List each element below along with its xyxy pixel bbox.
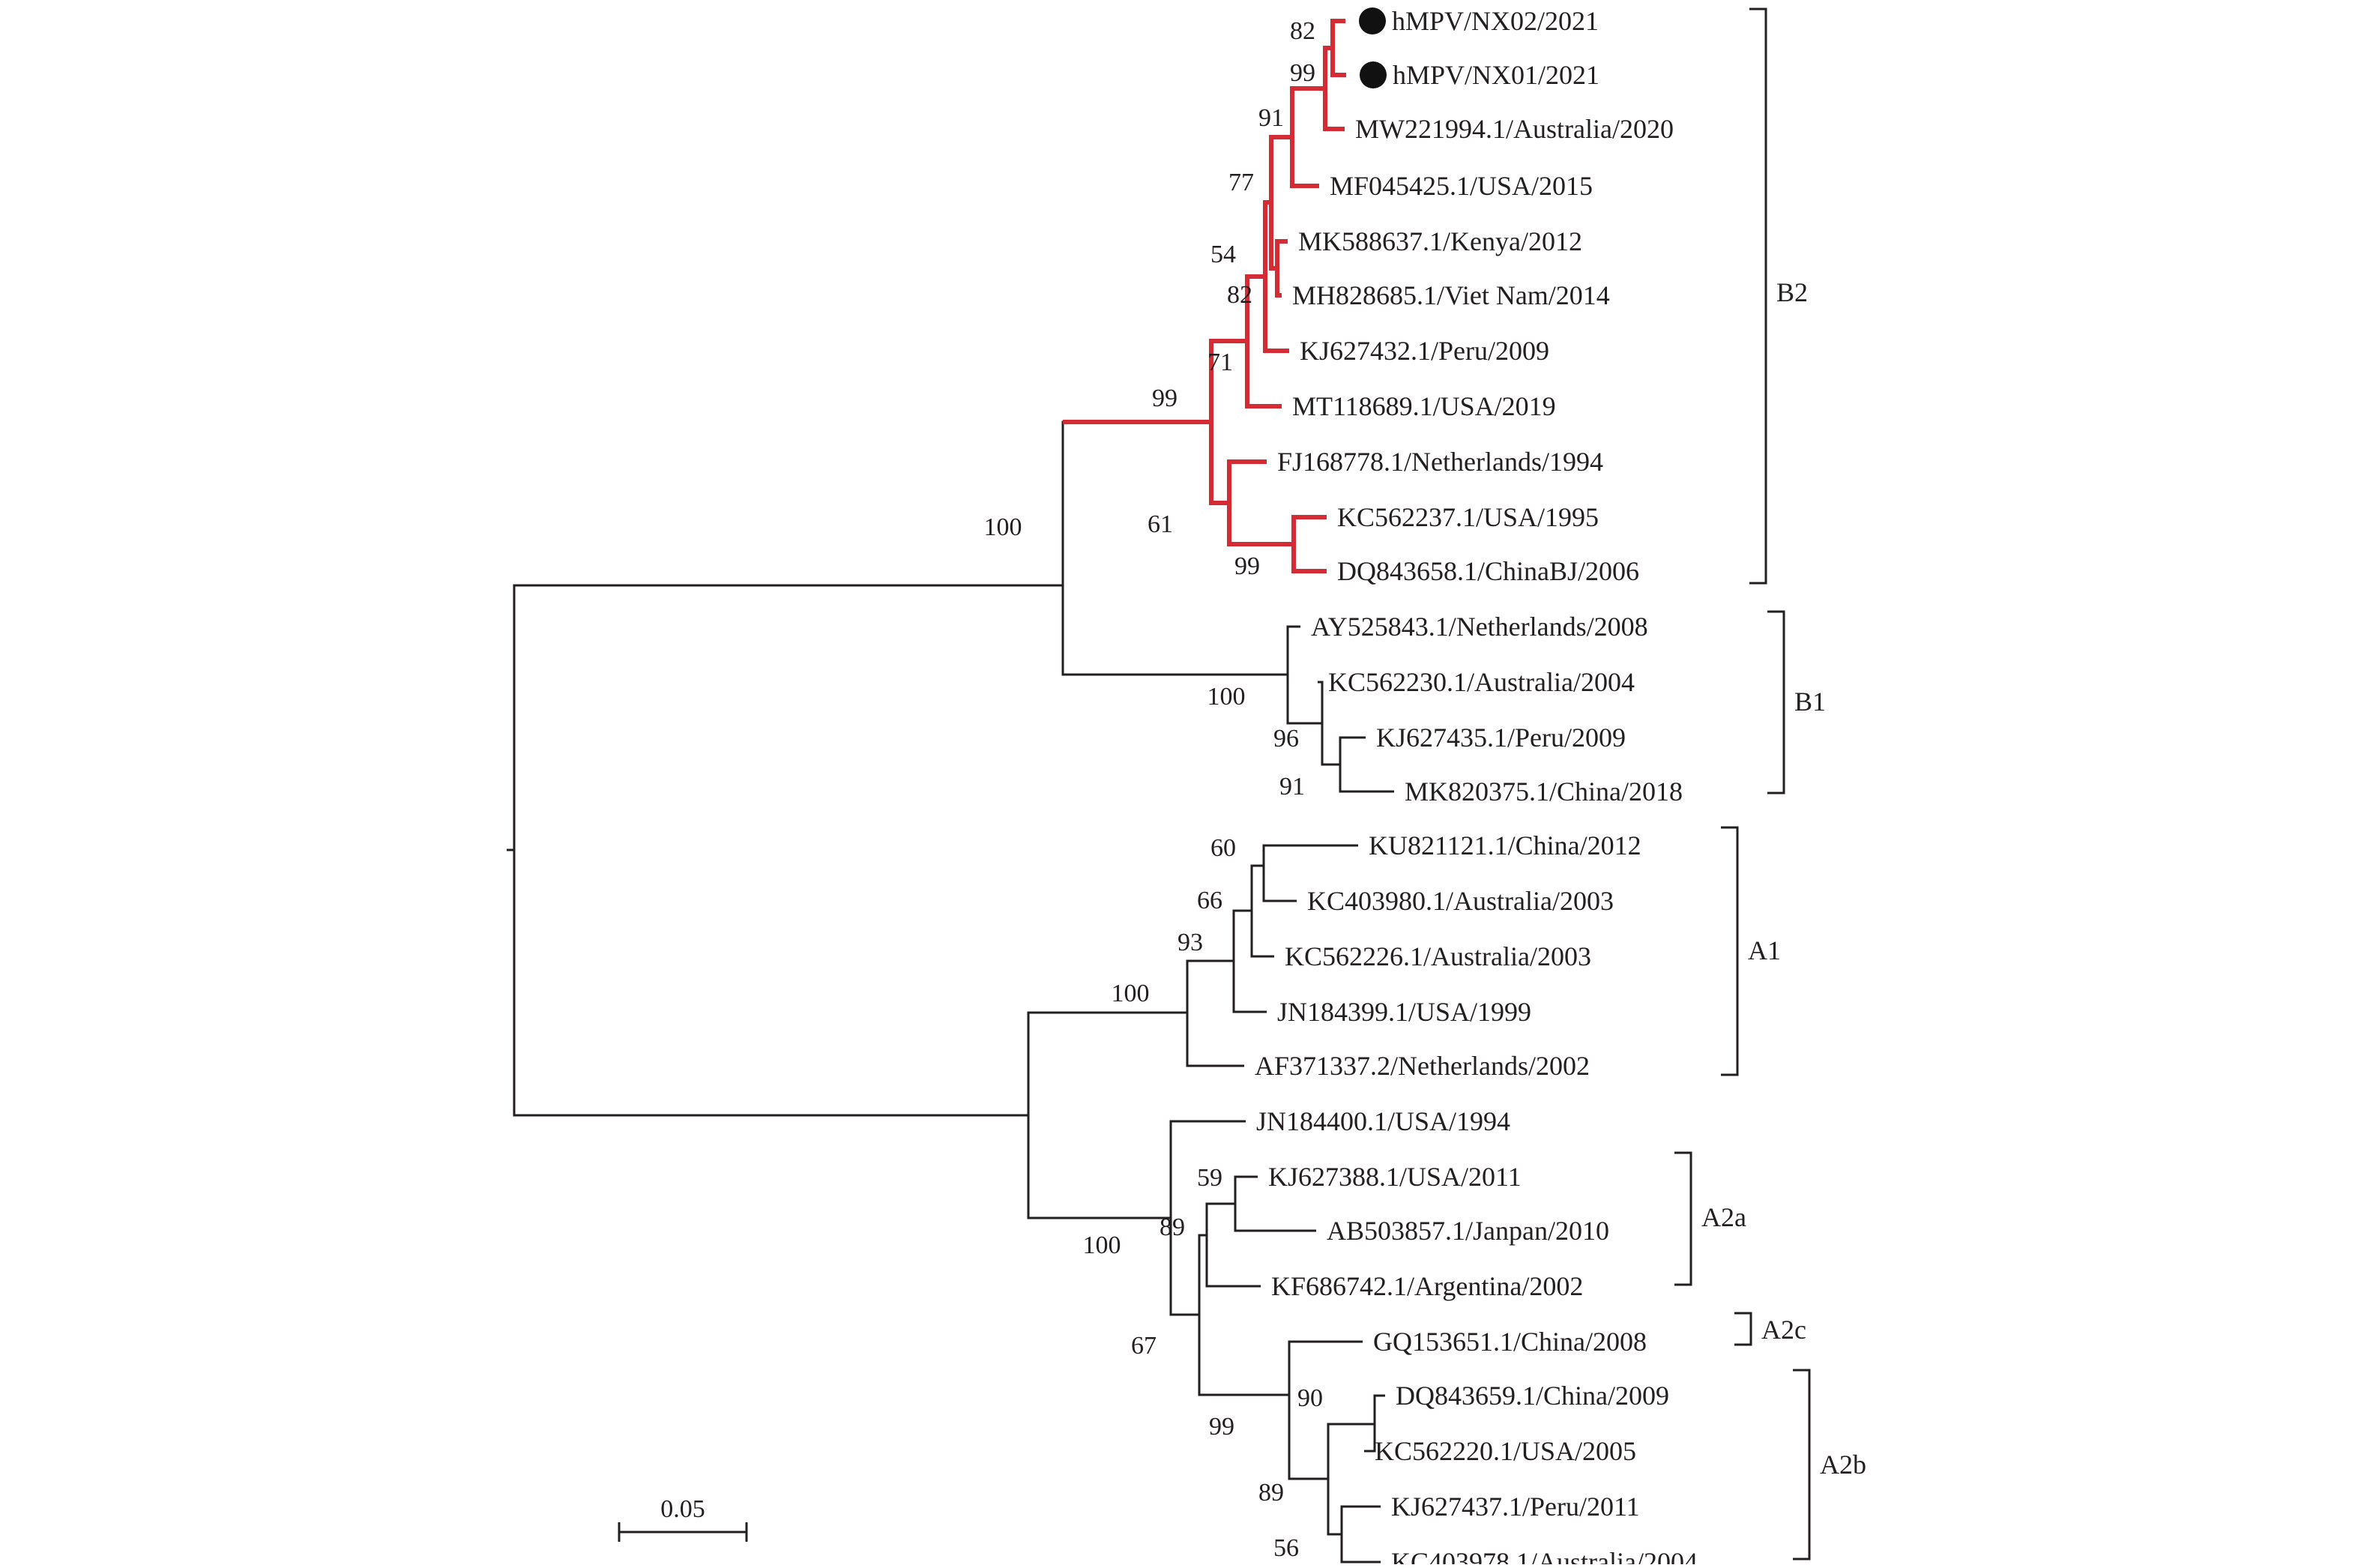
bootstrap-value-n14: 100 [984,513,1022,541]
clade-label: B1 [1794,687,1826,717]
bootstrap-value-n12: 100 [1207,683,1246,711]
taxon-label: GQ153651.1/China/2008 [1373,1327,1647,1357]
taxon-label: MT118689.1/USA/2019 [1292,391,1556,421]
clade-bracket [1721,826,1739,1076]
bootstrap-value-n22: 56 [1273,1534,1299,1562]
bootstrap-value-n11: 96 [1273,725,1299,753]
bootstrap-value-n19: 59 [1197,1164,1222,1192]
bootstrap-value-n23: 89 [1258,1479,1284,1507]
clade-label: A2a [1701,1202,1746,1232]
taxon-label: MW221994.1/Australia/2020 [1355,114,1674,144]
taxon-label: KC562220.1/USA/2005 [1375,1436,1636,1466]
taxon-label: JN184399.1/USA/1999 [1277,997,1531,1027]
bootstrap-value-n9: 61 [1148,510,1173,538]
bootstrap-values: 8299917754827199619910010096916066931005… [984,17,1324,1562]
clade-bracket [1767,610,1785,794]
taxon-label: MK820375.1/China/2018 [1405,777,1683,806]
taxon-labels: hMPV/NX02/2021 hMPV/NX01/2021 MW221994.1/A… [1255,6,1698,1568]
bootstrap-value-n25: 67 [1131,1332,1157,1360]
clade-label: B2 [1776,277,1808,307]
bootstrap-value-n24: 99 [1209,1413,1234,1441]
bootstrap-value-n17: 93 [1178,929,1203,956]
bootstrap-value-n1: 82 [1290,17,1315,45]
bootstrap-value-n7: 71 [1207,349,1233,376]
taxon-label: KC562230.1/Australia/2004 [1328,667,1635,697]
bootstrap-value-n20: 89 [1160,1213,1185,1241]
taxon-label: KJ627388.1/USA/2011 [1268,1162,1522,1192]
taxon-label: KC403978.1/Australia/2004 [1391,1547,1698,1564]
bootstrap-value-n26: 100 [1083,1231,1121,1259]
scale-bar-label: 0.05 [660,1495,705,1523]
clade-brackets: B2 B1 A1 A2a A2c A2b [1674,7,1866,1561]
bootstrap-value-n16: 66 [1197,887,1222,914]
taxon-label: FJ168778.1/Netherlands/1994 [1277,447,1603,477]
clade-bracket [1674,1151,1692,1286]
clade-bracket [1793,1369,1811,1561]
taxon-label: MH828685.1/Viet Nam/2014 [1292,280,1610,310]
sample-marker-dot [1359,7,1386,34]
clade-bracket [1734,1312,1752,1346]
bootstrap-value-n3: 91 [1258,104,1284,132]
taxon-label: KF686742.1/Argentina/2002 [1271,1271,1583,1301]
taxon-label: KC562237.1/USA/1995 [1337,502,1599,532]
taxon-label: MK588637.1/Kenya/2012 [1298,226,1582,256]
taxon-label: DQ843659.1/China/2009 [1396,1381,1669,1411]
taxon-label: hMPV/NX01/2021 [1393,60,1599,90]
clade-label: A2b [1820,1450,1866,1480]
bootstrap-value-n18: 100 [1112,980,1150,1007]
bootstrap-value-n5: 54 [1210,241,1236,268]
bootstrap-value-n8: 99 [1234,552,1260,580]
taxon-label: KU821121.1/China/2012 [1369,830,1641,860]
bootstrap-value-n2: 99 [1290,59,1315,87]
taxon-label: AY525843.1/Netherlands/2008 [1311,612,1648,642]
bootstrap-value-n15: 60 [1210,834,1236,862]
sample-markers [1359,7,1387,88]
taxon-label: AB503857.1/Janpan/2010 [1327,1216,1609,1246]
taxon-label: AF371337.2/Netherlands/2002 [1255,1051,1590,1081]
bootstrap-value-n6: 82 [1227,281,1252,309]
taxon-label: hMPV/NX02/2021 [1392,6,1599,36]
clade-label: A2c [1761,1315,1806,1345]
taxon-label: MF045425.1/USA/2015 [1330,171,1593,201]
taxon-label: KC403980.1/Australia/2003 [1307,886,1614,916]
clade-label: A1 [1748,935,1781,965]
taxon-label: KJ627435.1/Peru/2009 [1376,723,1626,753]
bootstrap-value-n21: 90 [1297,1384,1323,1412]
bootstrap-value-n10: 99 [1152,385,1178,412]
clade-bracket [1749,7,1767,585]
bootstrap-value-n4: 77 [1228,169,1254,196]
taxon-label: DQ843658.1/ChinaBJ/2006 [1337,556,1639,586]
sample-marker-dot [1360,61,1387,88]
taxon-label: KJ627432.1/Peru/2009 [1300,336,1549,366]
taxon-label: KJ627437.1/Peru/2011 [1391,1492,1640,1522]
bootstrap-value-n13: 91 [1279,773,1305,800]
tree-branches [507,19,1394,1564]
scale-bar: 0.05 [618,1495,748,1542]
taxon-label: JN184400.1/USA/1994 [1256,1106,1510,1136]
taxon-label: KC562226.1/Australia/2003 [1285,941,1591,971]
